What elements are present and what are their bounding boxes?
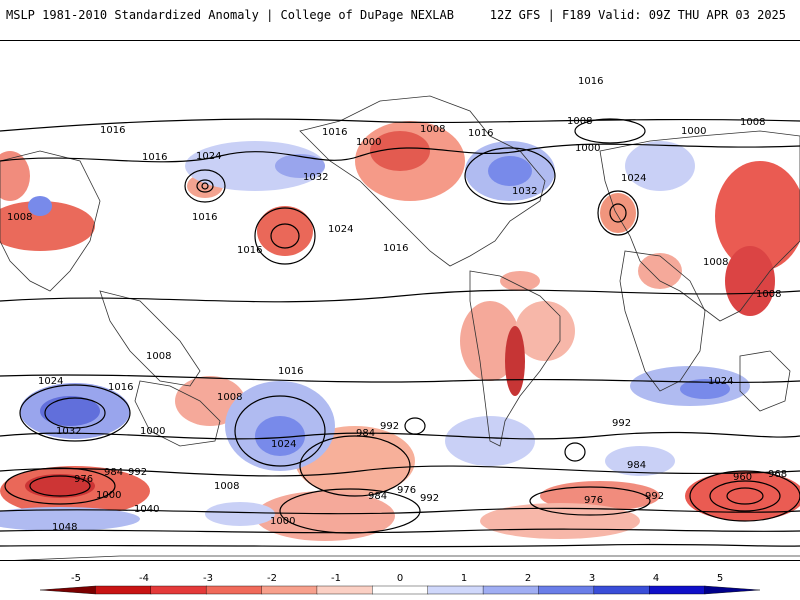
colorbar-segment: [316, 585, 374, 595]
colorbar-segment: [372, 585, 429, 595]
anomaly-map: 1016 1016 1016 1016 1016 1016 1016 1016 …: [0, 76, 800, 560]
colorbar-ticks: -5 -4 -3 -2 -1 0 1 2 3 4 5: [71, 573, 723, 584]
isobar-label: 1024: [196, 151, 221, 162]
isobar-label: 1032: [512, 186, 537, 197]
colorbar-segment: [427, 585, 484, 595]
isobar-label: 992: [612, 418, 631, 429]
colorbar-segment: [704, 585, 761, 595]
header: MSLP 1981-2010 Standardized Anomaly | Co…: [0, 0, 800, 38]
colorbar-tick: -1: [331, 573, 341, 584]
isobar-label: 1000: [356, 137, 381, 148]
isobar-label: 1008: [567, 116, 592, 127]
colorbar-tick: -3: [203, 573, 213, 584]
isobar-label: 1016: [322, 127, 347, 138]
isobar-label: 1016: [578, 76, 603, 87]
isobar-label: 984: [356, 428, 375, 439]
colorbar-segment: [150, 585, 207, 595]
isobar-label: 1000: [575, 143, 600, 154]
isobar-label: 1016: [237, 245, 262, 256]
colorbar-tick: -4: [139, 573, 149, 584]
isobar-label: 984: [627, 460, 646, 471]
colorbar-segment: [39, 585, 96, 595]
colorbar-tick: 3: [589, 573, 595, 584]
colorbar-segment: [261, 585, 318, 595]
isobar-label: 1032: [56, 426, 81, 437]
colorbar-tick: -5: [71, 573, 81, 584]
colorbar-tick: 0: [397, 573, 403, 584]
colorbar: -5 -4 -3 -2 -1 0 1 2 3 4 5: [0, 570, 800, 600]
anomaly-shading: [0, 121, 800, 541]
isobar-label: 1040: [134, 504, 159, 515]
colorbar-segments: [39, 585, 761, 595]
isobar-label: 1008: [420, 124, 445, 135]
isobar-label: 1008: [740, 117, 765, 128]
isobar-label: 968: [768, 469, 787, 480]
isobar-label: 1024: [328, 224, 353, 235]
colorbar-segment: [205, 585, 263, 595]
isobar-label: 1000: [681, 126, 706, 137]
isobar-label: 1024: [271, 439, 296, 450]
isobar-label: 1024: [621, 173, 646, 184]
colorbar-segment: [593, 585, 650, 595]
colorbar-tick: -2: [267, 573, 277, 584]
isobar-label: 976: [397, 485, 416, 496]
isobar-label: 976: [74, 474, 93, 485]
model-run-info: 12Z GFS | F189 Valid: 09Z THU APR 03 202…: [489, 8, 786, 22]
isobar-label: 1008: [703, 257, 728, 268]
isobar-label: 1000: [140, 426, 165, 437]
colorbar-tick: 1: [461, 573, 467, 584]
isobar-label: 1024: [708, 376, 733, 387]
isobar-label: 992: [380, 421, 399, 432]
colorbar-tick: 2: [525, 573, 531, 584]
map-title: MSLP 1981-2010 Standardized Anomaly | Co…: [6, 8, 454, 22]
coastlines: [0, 95, 800, 560]
map-panel: 1016 1016 1016 1016 1016 1016 1016 1016 …: [0, 40, 800, 561]
isobar-label: 1008: [756, 289, 781, 300]
colorbar-segment: [482, 585, 540, 595]
isobar-label: 1016: [468, 128, 493, 139]
isobar-label: 992: [420, 493, 439, 504]
isobar-label: 1024: [38, 376, 63, 387]
colorbar-segment: [95, 585, 152, 595]
isobar-label: 1048: [52, 522, 77, 533]
isobars: [0, 118, 800, 548]
isobar-label: 1016: [142, 152, 167, 163]
isobar-label: 1008: [146, 351, 171, 362]
isobar-label: 1016: [100, 125, 125, 136]
colorbar-graphic: -5 -4 -3 -2 -1 0 1 2 3 4 5: [39, 573, 761, 595]
isobar-label: 1008: [214, 481, 239, 492]
colorbar-tick: 5: [717, 573, 723, 584]
isobar-label: 984: [368, 491, 387, 502]
isobar-label: 1032: [303, 172, 328, 183]
colorbar-segment: [538, 585, 595, 595]
isobar-label: 1016: [192, 212, 217, 223]
isobar-label: 992: [645, 491, 664, 502]
isobar-label: 1016: [278, 366, 303, 377]
isobar-label: 1000: [270, 516, 295, 527]
colorbar-segment: [649, 585, 706, 595]
isobar-label: 1000: [96, 490, 121, 501]
isobar-label: 1016: [383, 243, 408, 254]
colorbar-tick: 4: [653, 573, 659, 584]
isobar-label: 992: [128, 467, 147, 478]
isobar-label: 1008: [217, 392, 242, 403]
isobar-label: 1016: [108, 382, 133, 393]
isobar-label: 984: [104, 467, 123, 478]
isobar-label: 960: [733, 472, 752, 483]
isobar-label: 976: [584, 495, 603, 506]
isobar-labels: 1016 1016 1016 1016 1016 1016 1016 1016 …: [7, 76, 787, 533]
isobar-label: 1008: [7, 212, 32, 223]
